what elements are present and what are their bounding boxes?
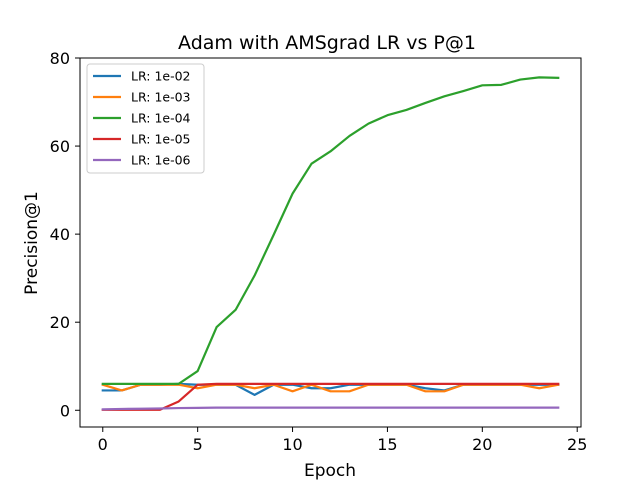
series-line-3 <box>101 76 560 385</box>
x-axis-label: Epoch <box>304 461 356 480</box>
y-tick-label: 40 <box>50 225 70 244</box>
axis-ticks: 0 5 10 15 20 25 0 20 40 60 80 <box>50 49 588 454</box>
chart-title: Adam with AMSgrad LR vs P@1 <box>178 32 476 54</box>
x-tick-label: 25 <box>567 435 587 454</box>
legend-label: LR: 1e-03 <box>131 90 191 105</box>
legend-label: LR: 1e-06 <box>131 153 191 168</box>
y-tick-label: 0 <box>60 401 70 420</box>
y-tick-label: 20 <box>50 313 70 332</box>
legend-frame <box>86 63 205 174</box>
x-tick-label: 5 <box>193 435 203 454</box>
series-line-4 <box>101 382 560 411</box>
legend: LR: 1e-02 LR: 1e-03 LR: 1e-04 LR: 1e-05 LR: … <box>86 63 205 174</box>
legend-label: LR: 1e-05 <box>131 132 191 147</box>
series-line-5 <box>101 406 560 411</box>
y-tick-label: 60 <box>50 137 70 156</box>
x-tick-label: 10 <box>282 435 302 454</box>
series-lines <box>101 76 560 411</box>
plot-frame <box>79 57 582 428</box>
x-tick-label: 15 <box>377 435 397 454</box>
legend-label: LR: 1e-04 <box>131 111 191 126</box>
y-axis-label: Precision@1 <box>22 191 42 295</box>
x-tick-label: 20 <box>472 435 492 454</box>
legend-label: LR: 1e-02 <box>131 69 191 84</box>
y-tick-label: 80 <box>50 49 70 68</box>
x-tick-label: 0 <box>98 435 108 454</box>
